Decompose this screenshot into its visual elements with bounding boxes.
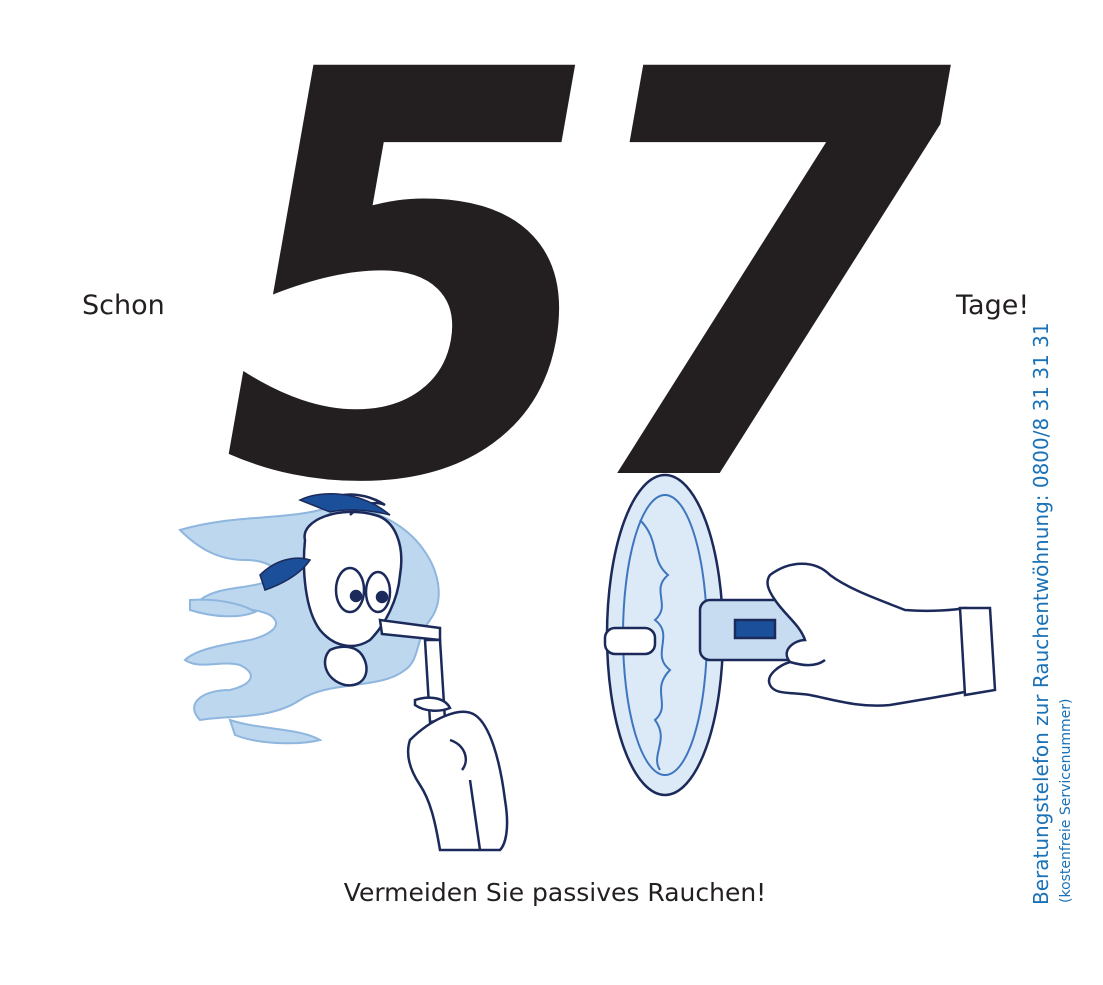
smoker-face-icon: [302, 493, 442, 687]
hotline-block: Beratungstelefon zur Rauchentwöhnung: 08…: [1026, 322, 1076, 905]
headline-suffix: Tage!: [956, 290, 1030, 321]
fan-hand-icon: [766, 562, 997, 707]
fan-icon: [603, 473, 812, 797]
caption-text: Vermeiden Sie passives Rauchen!: [343, 878, 767, 907]
hotline-note: (kostenfreie Servicenummer): [1058, 698, 1074, 903]
hair-icon: [259, 493, 391, 591]
hotline-text: Beratungstelefon zur Rauchentwöhnung: 08…: [1029, 322, 1053, 905]
headline-prefix: Schon: [82, 290, 165, 321]
smoker-hand-icon: [406, 638, 509, 852]
